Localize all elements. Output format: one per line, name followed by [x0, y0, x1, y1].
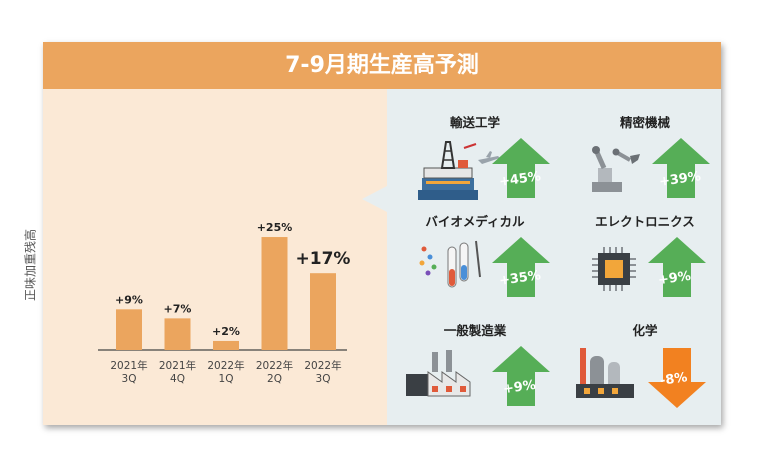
sector-tile-chemical: 化学 -8% [570, 320, 720, 420]
sector-name: エレクトロニクス [595, 214, 695, 229]
up-arrow [492, 346, 550, 406]
sector-tile-electronics: エレクトロニクス +9% [570, 211, 720, 311]
data-label: +2% [212, 325, 240, 338]
x-tick-label: 2022年 [256, 359, 293, 372]
bar [164, 318, 191, 350]
x-tick-label: 2022年 [207, 359, 244, 372]
x-tick-label: 3Q [316, 373, 331, 385]
bar [261, 237, 288, 350]
x-tick-label: 1Q [219, 373, 234, 385]
x-tick-label: 2022年 [304, 359, 341, 372]
up-arrow [652, 138, 710, 198]
sector-name: 一般製造業 [443, 323, 507, 338]
x-tick-label: 2021年 [110, 359, 147, 372]
sector-tile-biomedical: バイオメディカル +35% [400, 211, 550, 311]
sector-name: 化学 [632, 323, 658, 338]
bar [310, 273, 336, 350]
up-arrow [648, 237, 706, 297]
page-title: 7-9月期生産高予測 [43, 42, 721, 89]
x-tick-label: 3Q [122, 373, 137, 385]
x-tick-label: 4Q [170, 373, 185, 385]
sector-name: 輸送工学 [449, 115, 500, 130]
x-tick-label: 2021年 [159, 359, 196, 372]
data-label: +17% [296, 249, 351, 269]
microchip-icon [592, 247, 636, 291]
data-label: +9% [115, 293, 143, 306]
factory-icon [406, 350, 471, 397]
data-label: +7% [164, 302, 192, 315]
forecast-card: 7-9月期生産高予測 [43, 42, 721, 425]
up-arrow [492, 138, 550, 198]
bar [116, 309, 142, 350]
chart-panel [43, 89, 387, 425]
sector-name: 精密機械 [619, 115, 670, 130]
down-arrow [648, 348, 706, 408]
sector-tile-manufacturing: 一般製造業 +9% [400, 320, 550, 420]
oil-rig-airplane-icon [418, 141, 500, 200]
robot-arm-icon [592, 146, 640, 192]
sector-tile-precision: 精密機械 +39% [570, 112, 720, 212]
x-tick-label: 2Q [267, 373, 282, 385]
sector-name: バイオメディカル [425, 214, 525, 229]
data-label: +25% [257, 221, 293, 234]
up-arrow [492, 237, 550, 297]
callout-pointer [362, 186, 387, 212]
bar [213, 340, 239, 350]
chemical-plant-icon [576, 348, 634, 398]
test-tubes-icon [419, 240, 481, 288]
sector-tile-transport: 輸送工学 +45% [400, 112, 550, 212]
